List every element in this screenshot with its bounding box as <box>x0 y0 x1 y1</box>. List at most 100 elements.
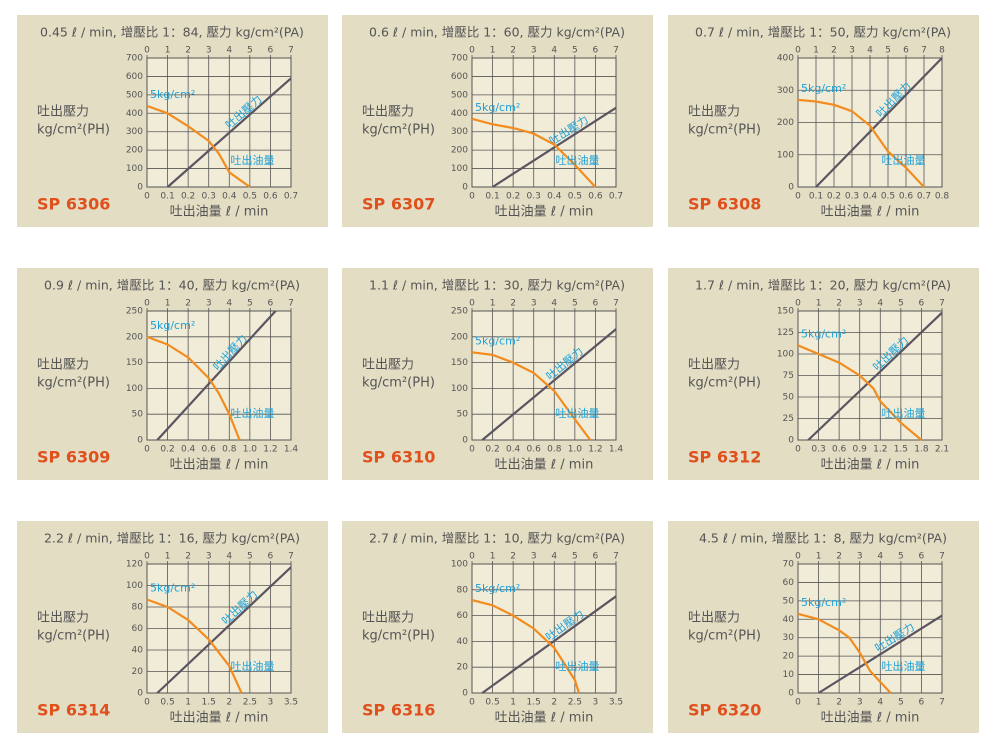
model-label: SP 6312 <box>688 448 761 467</box>
x-tick-label: 3 <box>857 698 863 708</box>
x-tick-label: 3.5 <box>284 698 298 708</box>
x-tick-label: 0.7 <box>609 192 623 202</box>
y-tick-label: 100 <box>451 560 468 570</box>
x2-tick-label: 7 <box>288 46 294 56</box>
x2-tick-label: 6 <box>593 299 599 309</box>
y-tick-label: 50 <box>457 410 469 420</box>
y-axis-label: 吐出壓力 <box>688 105 740 120</box>
y-tick-label: 100 <box>451 164 468 174</box>
y-tick-label: 400 <box>451 109 468 119</box>
model-label: SP 6320 <box>688 701 761 720</box>
series-label: 吐出油量 <box>556 659 600 673</box>
series-line <box>492 106 617 188</box>
x-tick-label: 0.2 <box>827 192 841 202</box>
series-line <box>471 351 592 441</box>
x2-tick-label: 4 <box>226 46 232 56</box>
y-tick-label: 125 <box>777 328 794 338</box>
y-tick-label: 60 <box>457 611 469 621</box>
model-label: SP 6310 <box>362 448 435 467</box>
x-tick-label: 0 <box>469 192 475 202</box>
x-tick-label: 0.9 <box>853 445 868 455</box>
x-tick-label: 1.0 <box>568 445 583 455</box>
x2-tick-label: 0 <box>795 46 801 56</box>
plot-area <box>147 58 291 187</box>
y-tick-label: 300 <box>451 127 468 137</box>
y-tick-label: 250 <box>126 307 143 317</box>
x2-tick-label: 3 <box>857 299 863 309</box>
x-tick-label: 1.2 <box>588 445 602 455</box>
x-tick-label: 1.4 <box>284 445 299 455</box>
x-tick-label: 2 <box>226 698 232 708</box>
x-tick-label: 1.2 <box>263 445 277 455</box>
series-line <box>797 612 892 694</box>
x2-tick-label: 2 <box>185 552 191 562</box>
y-tick-label: 100 <box>126 581 143 591</box>
y-tick-label: 600 <box>126 72 143 82</box>
y-tick-label: 20 <box>457 663 469 673</box>
x2-tick-label: 0 <box>144 552 150 562</box>
y-tick-label: 40 <box>783 615 795 625</box>
plot-area <box>472 564 616 693</box>
y-tick-label: 120 <box>126 560 143 570</box>
x2-tick-label: 6 <box>903 46 909 56</box>
plot-border <box>146 57 292 188</box>
x-tick-label: 0.5 <box>485 698 499 708</box>
plot-border <box>797 310 943 441</box>
chart-title: 0.9 ℓ / min, 增壓比 1：40, 壓力 kg/cm²(PA) <box>44 278 300 293</box>
x-tick-label: 0.4 <box>863 192 878 202</box>
x-tick-label: 0.2 <box>160 445 174 455</box>
y-tick-label: 60 <box>783 578 795 588</box>
x-tick-label: 1.4 <box>609 445 624 455</box>
series-line <box>797 98 925 188</box>
x-tick-label: 6 <box>919 698 925 708</box>
y-tick-label: 500 <box>126 90 143 100</box>
y-axis-label: 吐出壓力 <box>37 105 89 120</box>
annotation: 5kg/cm² <box>150 88 195 101</box>
x-tick-label: 0 <box>144 445 150 455</box>
x-axis-label: 吐出油量 ℓ / min <box>495 711 594 726</box>
x2-tick-label: 4 <box>551 552 557 562</box>
x2-tick-label: 3 <box>206 46 212 56</box>
x-axis-label: 吐出油量 ℓ / min <box>495 205 594 220</box>
x-tick-label: 0.3 <box>811 445 825 455</box>
chart-title: 0.7 ℓ / min, 增壓比 1：50, 壓力 kg/cm²(PA) <box>695 25 951 40</box>
plot-border <box>471 563 617 694</box>
y-tick-label: 250 <box>451 307 468 317</box>
series-line <box>481 595 617 694</box>
x-tick-label: 0.6 <box>202 445 217 455</box>
y-tick-label: 400 <box>126 109 143 119</box>
y-tick-label: 50 <box>132 410 144 420</box>
chart-panel: 0.45 ℓ / min, 增壓比 1：84, 壓力 kg/cm²(PA) 吐出壓… <box>17 15 328 227</box>
series-label: 吐出油量 <box>882 153 926 167</box>
y-axis-label: kg/cm²(PH) <box>37 376 110 391</box>
x2-tick-label: 7 <box>288 299 294 309</box>
y-tick-label: 0 <box>137 436 143 446</box>
series-line <box>146 335 241 441</box>
x2-tick-label: 3 <box>206 552 212 562</box>
x-tick-label: 0 <box>795 192 801 202</box>
y-tick-label: 25 <box>783 414 794 424</box>
x2-tick-label: 1 <box>165 299 171 309</box>
y-tick-label: 75 <box>783 371 794 381</box>
x2-tick-label: 2 <box>836 552 842 562</box>
y-tick-label: 70 <box>783 560 795 570</box>
y-tick-label: 150 <box>777 307 794 317</box>
plot-border <box>471 310 617 441</box>
x-tick-label: 0.7 <box>284 192 298 202</box>
series-label: 吐出油量 <box>556 406 600 420</box>
plot-border <box>797 57 943 188</box>
x2-tick-label: 0 <box>795 299 801 309</box>
x-tick-label: 2 <box>551 698 557 708</box>
y-tick-label: 100 <box>777 350 794 360</box>
x-tick-label: 4 <box>877 698 883 708</box>
y-axis-label: kg/cm²(PH) <box>362 629 435 644</box>
y-tick-label: 0 <box>788 183 794 193</box>
x2-tick-label: 3 <box>857 552 863 562</box>
y-axis-label: kg/cm²(PH) <box>688 629 761 644</box>
x2-tick-label: 0 <box>795 552 801 562</box>
y-tick-label: 0 <box>137 689 143 699</box>
model-label: SP 6314 <box>37 701 110 720</box>
y-tick-label: 0 <box>462 689 468 699</box>
annotation: 5kg/cm² <box>475 101 520 114</box>
x-tick-label: 2.5 <box>243 698 257 708</box>
